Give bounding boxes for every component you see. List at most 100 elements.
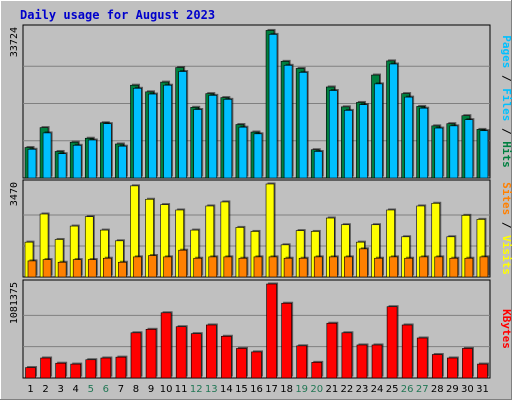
bar-files-day-6 [103,123,112,179]
bar-kbytes-day-13 [206,324,217,379]
bar-kbytes-day-4 [70,363,82,379]
legend-kbytes: KBytes [500,309,512,349]
bar-sites-day-31 [479,256,489,278]
legend-text: KBytes [500,309,512,349]
day-label-20: 20 [310,384,323,395]
bar-files-day-4 [72,145,82,179]
bar-kbytes-day-23 [356,344,368,379]
bar-kbytes-day-24 [371,344,383,379]
legend-separator: / [500,215,512,235]
bar-kbytes-day-7 [115,356,127,379]
bar-sites-day-17 [268,256,278,278]
bar-kbytes-day-5 [85,359,97,379]
bar-kbytes-day-21 [326,322,338,379]
bar-files-day-3 [57,153,67,179]
bar-files-day-2 [42,132,52,179]
bar-sites-day-9 [148,255,157,278]
day-label-2: 2 [42,384,48,395]
day-label-6: 6 [103,384,109,395]
bar-kbytes-day-6 [100,357,112,379]
y-max-label: 1081375 [9,282,20,324]
bar-files-day-7 [118,145,127,179]
day-label-8: 8 [133,384,139,395]
bar-files-day-15 [238,126,248,179]
panels-layer: 33724 Pages / Files / Hits 3470 Sites / Vis… [9,24,512,379]
bar-kbytes-day-25 [386,306,398,379]
bar-files-day-22 [344,110,353,179]
bar-sites-day-20 [313,256,323,278]
bar-files-day-1 [27,148,37,179]
legend-text: Sites / Visits [500,182,512,275]
bar-sites-day-1 [27,260,37,278]
bar-kbytes-day-17 [266,283,277,379]
bar-files-day-17 [268,34,278,179]
bar-kbytes-day-10 [160,312,172,379]
bar-kbytes-day-11 [175,326,187,379]
legend-item-pages: Pages [500,35,512,68]
bar-kbytes-day-16 [251,351,262,379]
day-label-25: 25 [386,384,399,395]
bar-files-day-23 [359,104,368,179]
day-label-29: 29 [446,384,459,395]
legend-separator: / [500,121,512,141]
bar-kbytes-day-27 [416,337,428,379]
day-label-26: 26 [401,384,414,395]
day-label-31: 31 [476,384,489,395]
bar-kbytes-day-19 [296,345,307,379]
bar-kbytes-day-26 [401,324,413,379]
bar-sites-day-6 [103,257,112,278]
day-label-24: 24 [371,384,384,395]
day-label-16: 16 [250,384,263,395]
day-label-27: 27 [416,384,429,395]
bar-files-day-25 [389,63,398,179]
bar-files-day-21 [328,90,338,179]
bar-sites-day-24 [374,257,383,278]
bar-kbytes-day-29 [447,357,458,379]
bar-files-day-27 [419,107,428,179]
legend-item-hits: Hits [500,141,512,168]
bar-kbytes-day-14 [221,335,232,379]
bar-kbytes-day-9 [145,329,157,379]
day-label-28: 28 [431,384,444,395]
bar-kbytes-day-30 [462,348,473,379]
day-label-22: 22 [341,384,354,395]
day-label-11: 11 [175,384,188,395]
bar-kbytes-day-22 [341,332,353,379]
day-label-14: 14 [220,384,233,395]
bar-sites-day-5 [87,259,97,278]
day-label-12: 12 [190,384,203,395]
bar-sites-day-13 [208,256,218,278]
chart-title: Daily usage for August 2023 [20,8,215,22]
bar-sites-day-7 [118,261,127,278]
bar-sites-day-27 [419,256,428,278]
day-label-7: 7 [118,384,124,395]
legend-separator: / [500,68,512,88]
day-label-18: 18 [280,384,293,395]
bar-kbytes-day-8 [130,332,142,379]
legend-item-visits: Visits [500,235,512,275]
bar-sites-day-25 [389,256,398,278]
bar-kbytes-day-12 [190,333,202,379]
legend-text: Pages / Files / Hits [500,35,512,168]
bar-files-day-16 [253,133,263,179]
bar-sites-day-22 [344,256,353,278]
bar-files-day-13 [208,95,218,179]
bar-files-day-30 [464,119,474,179]
bar-sites-day-11 [178,249,187,278]
day-label-10: 10 [160,384,173,395]
legend-visits_sites: Sites / Visits [500,182,512,275]
bar-sites-day-8 [133,256,142,278]
bar-sites-day-4 [72,259,82,278]
day-label-4: 4 [73,384,79,395]
bar-files-day-28 [434,127,444,179]
day-label-17: 17 [265,384,278,395]
legend-item-sites: Sites [500,182,512,215]
bar-files-day-20 [313,151,323,179]
bar-sites-day-16 [253,256,263,278]
day-label-21: 21 [325,384,338,395]
bar-files-day-11 [178,71,187,179]
panel-hits_files_pages: 33724 Pages / Files / Hits [9,24,512,179]
bar-files-day-14 [223,99,233,179]
day-label-13: 13 [205,384,218,395]
